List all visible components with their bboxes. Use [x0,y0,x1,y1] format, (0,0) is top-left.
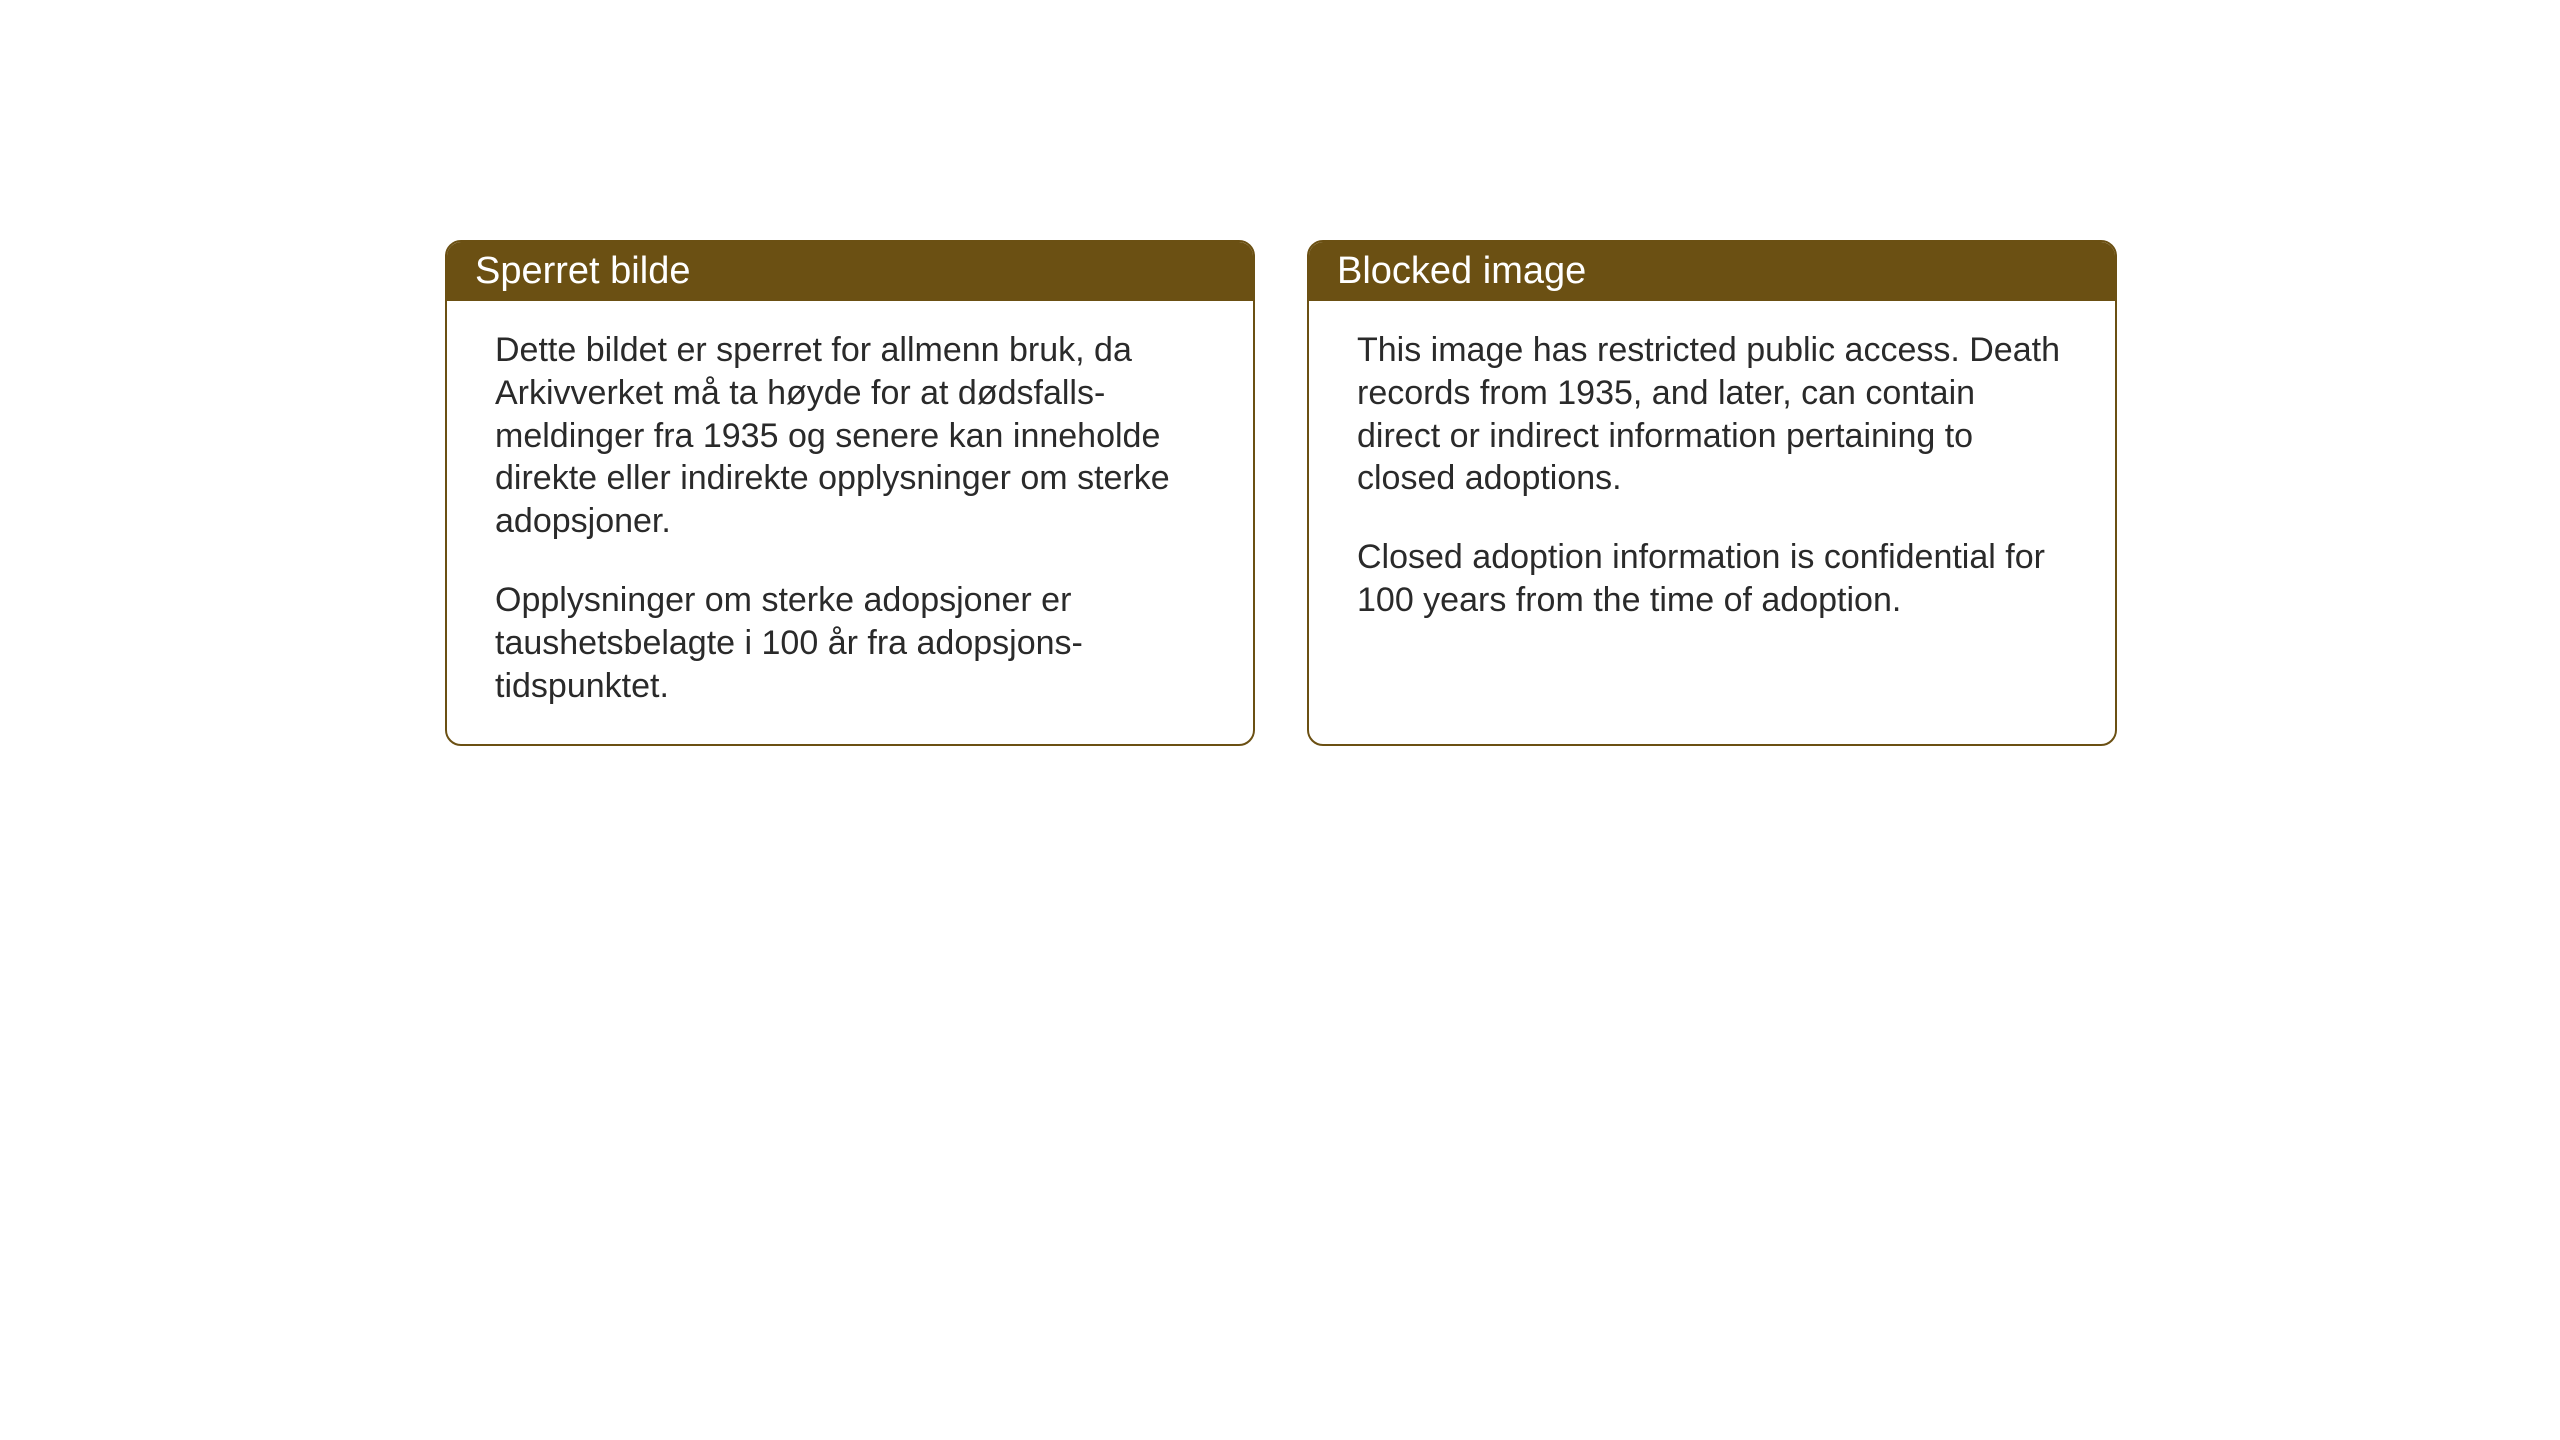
norwegian-box-title: Sperret bilde [447,242,1253,301]
english-box-body: This image has restricted public access.… [1309,301,2115,732]
info-boxes-container: Sperret bilde Dette bildet er sperret fo… [445,240,2117,746]
english-box-title: Blocked image [1309,242,2115,301]
english-info-box: Blocked image This image has restricted … [1307,240,2117,746]
norwegian-paragraph-2: Opplysninger om sterke adopsjoner er tau… [495,579,1205,707]
english-paragraph-1: This image has restricted public access.… [1357,329,2067,500]
english-paragraph-2: Closed adoption information is confident… [1357,536,2067,622]
norwegian-box-body: Dette bildet er sperret for allmenn bruk… [447,301,1253,744]
norwegian-paragraph-1: Dette bildet er sperret for allmenn bruk… [495,329,1205,543]
norwegian-info-box: Sperret bilde Dette bildet er sperret fo… [445,240,1255,746]
